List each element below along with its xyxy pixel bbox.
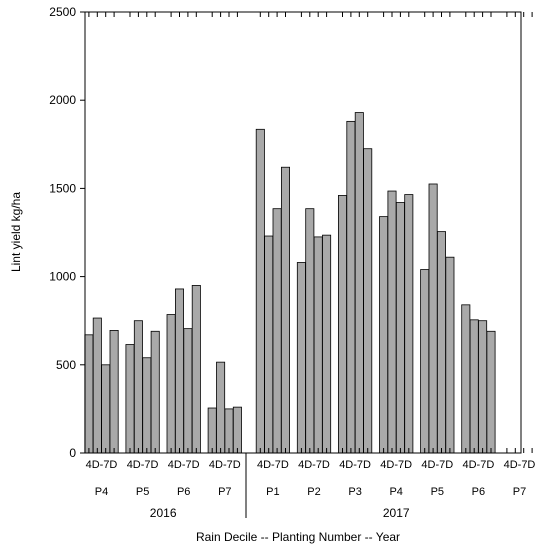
rain-decile-label: 4D-7D [168,459,200,471]
planting-label: P7 [218,486,231,498]
planting-label: P5 [136,486,149,498]
bar [92,317,102,454]
bar [84,334,94,454]
bar [486,330,496,454]
bar [305,208,315,454]
bar [322,234,332,454]
bar [313,236,323,454]
bar [232,406,242,454]
y-tick-label: 1500 [49,181,76,195]
bar [207,407,217,454]
planting-label: P3 [348,486,361,498]
x-axis: 4D-7D P4 4D-7D P5 4D-7D P6 4D-7D P7 4D-7D P1 4D-7D… [86,12,535,520]
bar [216,361,226,454]
bar [420,269,430,454]
bar [125,344,135,454]
planting-label: P5 [431,486,444,498]
bar [469,319,479,454]
bar [280,166,290,454]
bar [436,231,446,454]
bar [478,320,488,454]
rain-decile-label: 4D-7D [463,459,495,471]
bar [346,120,356,454]
bar [133,320,143,454]
rain-decile-label: 4D-7D [209,459,241,471]
bar [101,364,111,454]
bar [255,128,265,454]
y-tick-label: 500 [56,358,76,372]
y-tick-label: 2000 [49,93,76,107]
bar [183,328,193,454]
y-tick-label: 1000 [49,270,76,284]
bar [174,288,184,454]
year-label: 2016 [150,506,177,520]
bars-layer [84,112,496,454]
y-axis-title: Lint yield kg/ha [9,192,23,272]
planting-label: P2 [307,486,320,498]
bar [264,235,274,454]
y-tick-label: 0 [69,446,76,460]
y-axis: 0 500 1000 1500 2000 2500 [49,5,85,460]
rain-decile-label: 4D-7D [380,459,412,471]
bar [428,183,438,454]
bar [272,208,282,454]
y-tick-label: 2500 [49,5,76,19]
bar [379,216,389,454]
rain-decile-label: 4D-7D [86,459,118,471]
rain-decile-label: 4D-7D [504,459,535,471]
planting-label: P6 [472,486,485,498]
rain-decile-label: 4D-7D [298,459,330,471]
bar [404,194,414,454]
bar [445,256,455,454]
rain-decile-label: 4D-7D [339,459,371,471]
bar [109,330,119,454]
planting-label: P1 [266,486,279,498]
bar [395,202,405,454]
planting-label: P6 [177,486,190,498]
rain-decile-label: 4D-7D [127,459,159,471]
bar [296,262,306,454]
bar [461,304,471,454]
bar [337,195,347,454]
bar [363,148,373,454]
bar [354,112,364,454]
planting-label: P4 [389,486,402,498]
plot-frame [84,11,522,454]
year-label: 2017 [383,506,410,520]
bar [166,314,176,454]
planting-label: P7 [513,486,526,498]
bar [191,285,201,454]
bar [224,408,234,454]
rain-decile-label: 4D-7D [257,459,289,471]
rain-decile-label: 4D-7D [421,459,453,471]
bar [150,330,160,454]
planting-label: P4 [95,486,108,498]
bar [387,190,397,454]
x-axis-title: Rain Decile -- Planting Number -- Year [196,530,400,544]
bar [142,357,152,454]
